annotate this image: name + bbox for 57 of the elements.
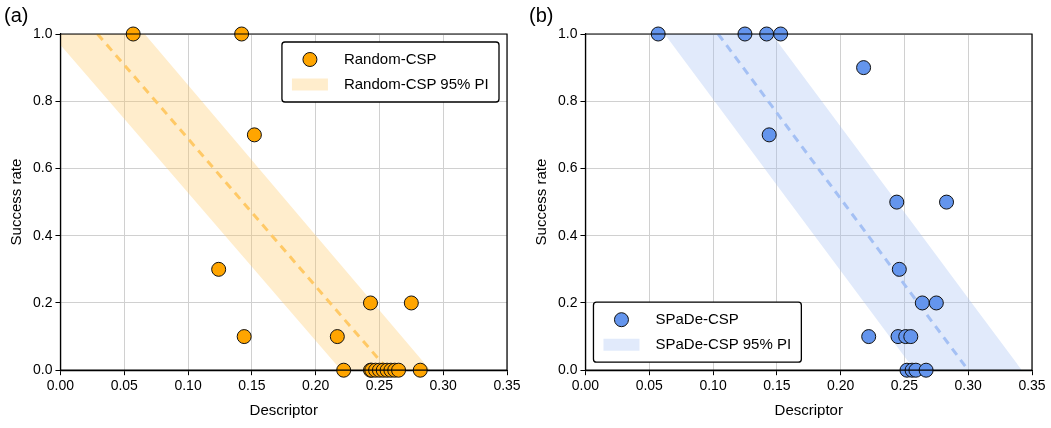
x-tick-label: 0.10 xyxy=(699,377,727,394)
y-tick-label: 1.0 xyxy=(557,24,578,41)
point xyxy=(403,295,419,311)
y-axis-title: Success rate xyxy=(7,158,25,246)
x-axis-title: Descriptor xyxy=(774,401,843,419)
x-tick-label: 0.05 xyxy=(635,377,664,394)
x-tick-label: 0.20 xyxy=(827,377,855,394)
x-tick-label: 0.05 xyxy=(110,377,139,394)
chart-title: (b) xyxy=(529,3,554,26)
point xyxy=(761,127,777,143)
point xyxy=(889,194,905,210)
x-tick-label: 0.30 xyxy=(429,377,458,394)
point xyxy=(861,329,877,345)
y-tick-label: 0.4 xyxy=(557,226,578,243)
y-tick-label: 0.6 xyxy=(32,159,53,176)
legend-label: SPaDe-CSP xyxy=(655,309,739,327)
point xyxy=(939,194,955,210)
y-tick-label: 0.0 xyxy=(32,361,53,378)
y-tick-label: 0.4 xyxy=(32,226,53,243)
point xyxy=(329,329,345,345)
x-tick-label: 0.10 xyxy=(174,377,202,394)
point xyxy=(903,329,919,345)
point xyxy=(211,261,227,277)
x-tick-label: 0.15 xyxy=(763,377,791,394)
y-tick-label: 0.6 xyxy=(557,159,578,176)
y-tick-label: 1.0 xyxy=(32,24,53,41)
y-tick-label: 0.0 xyxy=(557,361,578,378)
x-tick-label: 0.25 xyxy=(890,377,919,394)
point xyxy=(362,295,378,311)
x-tick-label: 0.15 xyxy=(238,377,266,394)
x-tick-label: 0.20 xyxy=(302,377,330,394)
x-axis-title: Descriptor xyxy=(249,401,318,419)
point xyxy=(856,60,872,76)
point xyxy=(891,261,907,277)
y-tick-label: 0.8 xyxy=(32,92,53,109)
y-tick-label: 0.8 xyxy=(557,92,578,109)
point xyxy=(914,295,930,311)
x-tick-label: 0.00 xyxy=(46,377,75,394)
point xyxy=(918,362,934,378)
x-tick-label: 0.00 xyxy=(571,377,600,394)
point xyxy=(246,127,262,143)
x-tick-label: 0.25 xyxy=(365,377,394,394)
y-tick-label: 0.2 xyxy=(557,293,578,310)
legend-label: Random-CSP xyxy=(343,49,437,67)
x-tick-label: 0.35 xyxy=(1018,377,1046,394)
chart-title: (a) xyxy=(4,3,29,26)
x-tick-label: 0.35 xyxy=(493,377,521,394)
point xyxy=(928,295,944,311)
legend-label: Random-CSP 95% PI xyxy=(343,74,489,92)
legend-label: SPaDe-CSP 95% PI xyxy=(655,334,792,352)
point xyxy=(336,362,352,378)
point xyxy=(412,362,428,378)
x-tick-label: 0.30 xyxy=(954,377,983,394)
y-axis-title: Success rate xyxy=(532,158,550,246)
point xyxy=(391,362,407,378)
y-tick-label: 0.2 xyxy=(32,293,53,310)
point xyxy=(236,329,252,345)
